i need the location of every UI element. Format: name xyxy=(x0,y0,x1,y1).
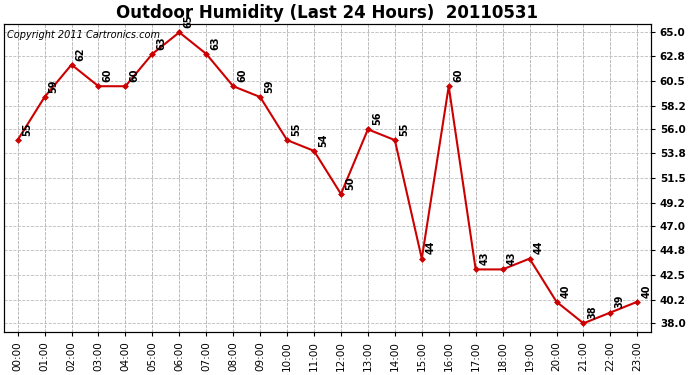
Text: 40: 40 xyxy=(642,284,651,298)
Text: 39: 39 xyxy=(615,295,624,308)
Text: 44: 44 xyxy=(534,241,544,255)
Text: 62: 62 xyxy=(76,47,86,60)
Text: 60: 60 xyxy=(453,69,463,82)
Text: 50: 50 xyxy=(345,176,355,190)
Title: Outdoor Humidity (Last 24 Hours)  20110531: Outdoor Humidity (Last 24 Hours) 2011053… xyxy=(117,4,538,22)
Text: Copyright 2011 Cartronics.com: Copyright 2011 Cartronics.com xyxy=(8,30,160,40)
Text: 54: 54 xyxy=(318,133,328,147)
Text: 56: 56 xyxy=(372,112,382,125)
Text: 43: 43 xyxy=(506,252,517,265)
Text: 60: 60 xyxy=(130,69,139,82)
Text: 55: 55 xyxy=(22,123,32,136)
Text: 59: 59 xyxy=(264,80,275,93)
Text: 63: 63 xyxy=(157,36,166,50)
Text: 60: 60 xyxy=(103,69,112,82)
Text: 63: 63 xyxy=(210,36,220,50)
Text: 59: 59 xyxy=(49,80,59,93)
Text: 40: 40 xyxy=(561,284,571,298)
Text: 55: 55 xyxy=(291,123,302,136)
Text: 44: 44 xyxy=(426,241,436,255)
Text: 55: 55 xyxy=(399,123,409,136)
Text: 38: 38 xyxy=(588,306,598,319)
Text: 65: 65 xyxy=(184,15,193,28)
Text: 43: 43 xyxy=(480,252,490,265)
Text: 60: 60 xyxy=(237,69,247,82)
